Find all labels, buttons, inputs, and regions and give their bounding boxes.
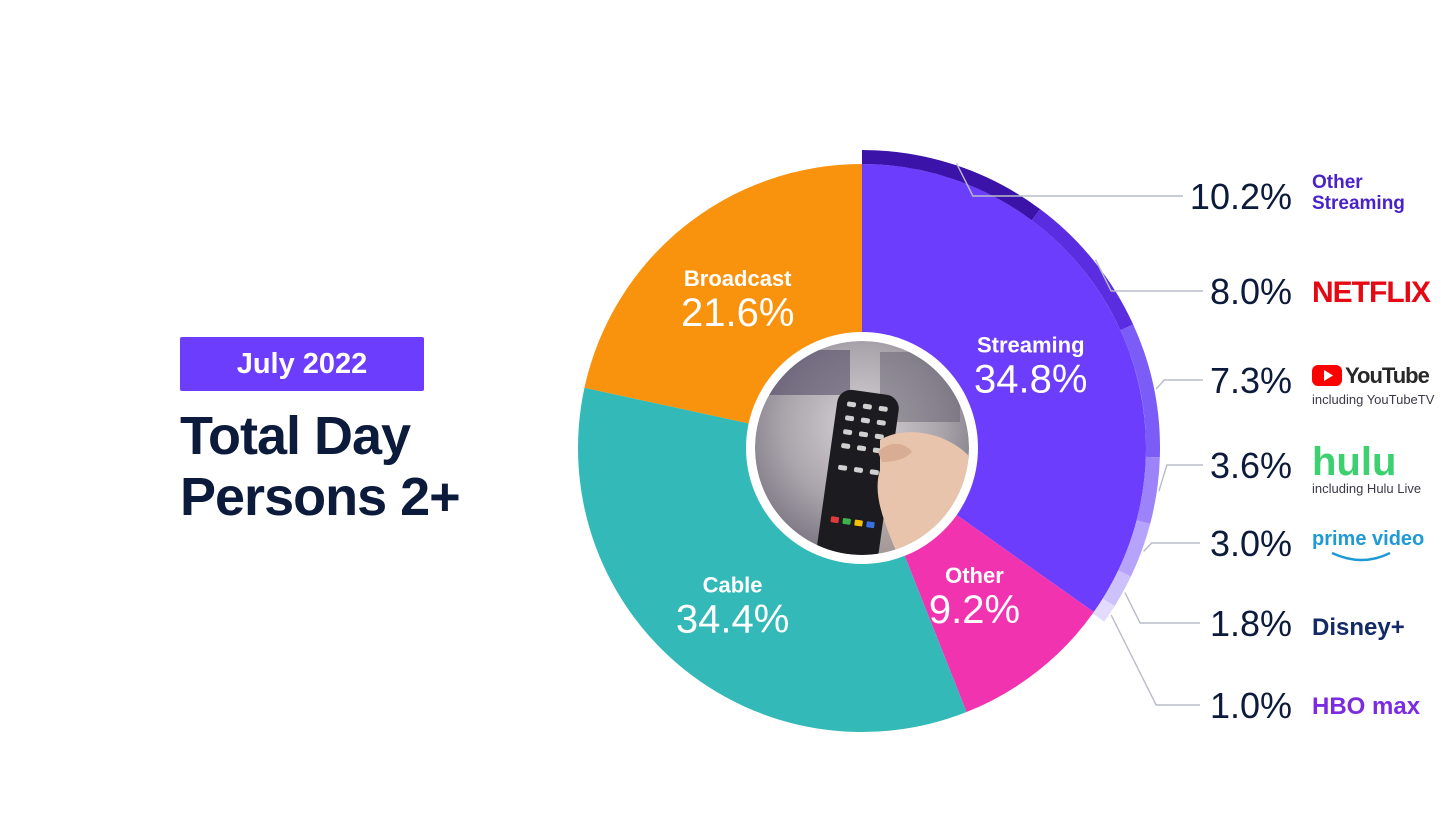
- brand-logo-netflix: NETFLIX: [1312, 276, 1431, 309]
- leader-line-netflix: [1094, 259, 1203, 292]
- ring-segment-youtube: [1120, 324, 1160, 458]
- breakdown-value-youtube: 7.3%: [1210, 360, 1292, 401]
- ring-segment-disney: [1102, 570, 1131, 607]
- slice-value-broadcast: 21.6%: [681, 291, 794, 335]
- brand-logo-prime-video: prime video: [1312, 528, 1424, 550]
- slice-label-cable: Cable: [703, 572, 763, 597]
- breakdown-value-prime-video: 3.0%: [1210, 523, 1292, 564]
- breakdown-value-hulu: 3.6%: [1210, 445, 1292, 486]
- brand-logo-hbo-max: HBO max: [1312, 693, 1421, 720]
- breakdown-value-disney: 1.8%: [1210, 603, 1292, 644]
- leader-line-hulu: [1158, 464, 1203, 492]
- date-badge: July 2022: [180, 337, 424, 391]
- ring-segment-other-streaming: [862, 150, 1041, 221]
- breakdown-value-hbo-max: 1.0%: [1210, 685, 1292, 726]
- slice-streaming: [862, 164, 1146, 613]
- leader-line-hbo-max: [1110, 614, 1200, 706]
- ring-segment-netflix: [1031, 209, 1134, 331]
- slice-value-other: 9.2%: [929, 588, 1020, 632]
- brand-sublabel-hulu: including Hulu Live: [1312, 481, 1421, 496]
- brand-logo-disney: Disney+: [1312, 614, 1405, 641]
- slice-label-broadcast: Broadcast: [684, 266, 792, 291]
- slice-value-streaming: 34.8%: [974, 358, 1087, 402]
- breakdown-value-netflix: 8.0%: [1210, 271, 1292, 312]
- leader-line-prime-video: [1143, 542, 1200, 552]
- youtube-triangle-icon: [1324, 370, 1333, 381]
- ring-segment-hbo-max: [1092, 598, 1115, 622]
- slice-label-other: Other: [945, 563, 1004, 588]
- leader-line-youtube: [1155, 379, 1203, 390]
- brand-logo-other-streaming-0: Other: [1312, 172, 1363, 193]
- chart-title-line-2: Persons 2+: [180, 467, 461, 527]
- brand-sublabel-youtube: including YouTubeTV: [1312, 392, 1435, 407]
- leader-line-other-streaming: [955, 162, 1183, 197]
- brand-logo-hulu: hulu: [1312, 440, 1396, 484]
- ring-segment-prime-video: [1118, 520, 1151, 577]
- chart-title-line-1: Total Day: [180, 406, 411, 466]
- brand-logo-youtube: YouTube: [1345, 363, 1430, 388]
- brand-logo-other-streaming-1: Streaming: [1312, 193, 1405, 214]
- slice-label-streaming: Streaming: [977, 333, 1085, 358]
- breakdown-value-other-streaming: 10.2%: [1190, 176, 1292, 217]
- ring-segment-hulu: [1136, 456, 1160, 524]
- slice-value-cable: 34.4%: [676, 597, 789, 641]
- leader-line-disney: [1124, 592, 1200, 624]
- prime-smile-icon: [1331, 551, 1391, 562]
